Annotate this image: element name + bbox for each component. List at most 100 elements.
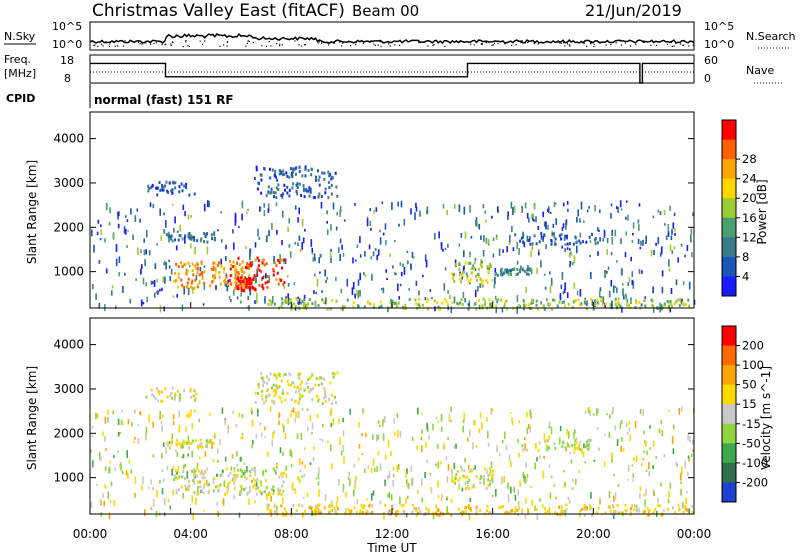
heatmap-cell bbox=[546, 448, 549, 452]
heatmap-cell bbox=[385, 269, 387, 273]
heatmap-cell bbox=[332, 375, 335, 379]
heatmap-cell bbox=[271, 439, 274, 447]
heatmap-cell bbox=[249, 254, 251, 261]
heatmap-cell bbox=[93, 244, 95, 253]
heatmap-cell bbox=[424, 472, 426, 479]
heatmap-cell bbox=[416, 445, 418, 450]
heatmap-cell bbox=[653, 249, 655, 256]
heatmap-cell bbox=[174, 238, 176, 242]
date-title: 21/Jun/2019 bbox=[585, 1, 682, 20]
heatmap-cell bbox=[363, 468, 366, 473]
heatmap-cell bbox=[286, 185, 289, 189]
heatmap-cell bbox=[580, 302, 583, 306]
heatmap-cell bbox=[503, 475, 505, 483]
heatmap-cell bbox=[315, 291, 317, 295]
heatmap-cell bbox=[171, 188, 174, 192]
heatmap-cell bbox=[564, 446, 566, 450]
heatmap-cell bbox=[539, 498, 541, 502]
heatmap-cell bbox=[254, 288, 257, 292]
heatmap-cell bbox=[323, 377, 326, 381]
heatmap-cell bbox=[261, 285, 264, 288]
heatmap-cell bbox=[612, 406, 614, 414]
colorbar-frame bbox=[721, 325, 737, 503]
heatmap-cell bbox=[675, 279, 678, 286]
heatmap-cell bbox=[389, 305, 392, 309]
heatmap-cell bbox=[187, 234, 190, 238]
heatmap-cell bbox=[663, 210, 666, 216]
heatmap-cell bbox=[244, 487, 247, 491]
heatmap-cell bbox=[248, 274, 251, 278]
heatmap-cell bbox=[225, 282, 227, 287]
heatmap-cell bbox=[232, 475, 235, 479]
heatmap-cell bbox=[622, 288, 624, 296]
heatmap-cell bbox=[190, 409, 192, 417]
heatmap-cell bbox=[318, 257, 320, 264]
heatmap-cell bbox=[610, 251, 613, 256]
nsearch-point bbox=[349, 41, 351, 43]
heatmap-cell bbox=[578, 470, 580, 474]
heatmap-cell bbox=[650, 249, 653, 257]
heatmap-cell bbox=[121, 421, 124, 425]
heatmap-cell bbox=[196, 492, 199, 496]
heatmap-cell bbox=[617, 297, 620, 301]
heatmap-cell bbox=[253, 274, 256, 278]
heatmap-cell bbox=[525, 272, 528, 276]
heatmap-cell bbox=[568, 431, 570, 439]
heatmap-cell bbox=[170, 268, 173, 275]
heatmap-cell bbox=[547, 208, 549, 212]
colorbar-segment bbox=[722, 237, 736, 258]
heatmap-cell bbox=[202, 472, 205, 476]
heatmap-cell bbox=[473, 467, 476, 471]
heatmap-cell bbox=[118, 272, 121, 277]
heatmap-cell bbox=[521, 508, 524, 512]
freq-tick-top: 18 bbox=[60, 54, 74, 67]
heatmap-cell bbox=[468, 478, 471, 482]
heatmap-cell bbox=[470, 267, 473, 271]
heatmap-cell bbox=[214, 261, 217, 265]
heatmap-cell bbox=[255, 492, 258, 496]
heatmap-cell bbox=[276, 463, 278, 467]
heatmap-cell bbox=[288, 217, 290, 224]
heatmap-cell bbox=[261, 261, 264, 265]
heatmap-cell bbox=[590, 271, 592, 279]
heatmap-cell bbox=[391, 504, 393, 508]
nsearch-point bbox=[188, 45, 190, 48]
heatmap-cell bbox=[573, 300, 576, 304]
heatmap-cell bbox=[397, 283, 399, 292]
heatmap-cell bbox=[303, 447, 306, 451]
heatmap-cell bbox=[320, 195, 323, 198]
heatmap-cell bbox=[208, 200, 210, 208]
heatmap-cell bbox=[340, 307, 343, 311]
heatmap-cell bbox=[461, 273, 464, 277]
heatmap-cell bbox=[642, 239, 644, 246]
heatmap-cell bbox=[505, 444, 508, 451]
heatmap-cell bbox=[161, 425, 163, 432]
heatmap-cell bbox=[498, 248, 501, 256]
nsearch-point bbox=[281, 44, 283, 46]
heatmap-cell bbox=[465, 510, 468, 514]
heatmap-cell bbox=[213, 477, 216, 480]
heatmap-cell bbox=[99, 452, 101, 460]
heatmap-cell bbox=[463, 412, 465, 421]
heatmap-cell bbox=[429, 472, 432, 476]
heatmap-cell bbox=[304, 228, 306, 232]
heatmap-cell bbox=[294, 390, 297, 394]
heatmap-cell bbox=[592, 413, 595, 416]
heatmap-cell bbox=[176, 438, 179, 442]
heatmap-cell bbox=[523, 437, 526, 440]
heatmap-cell bbox=[529, 425, 531, 433]
heatmap-cell bbox=[589, 506, 592, 510]
heatmap-cell bbox=[321, 402, 324, 406]
heatmap-cell bbox=[597, 506, 600, 510]
heatmap-cell bbox=[676, 463, 678, 467]
heatmap-cell bbox=[464, 297, 466, 303]
heatmap-cell bbox=[688, 304, 691, 308]
heatmap-cell bbox=[233, 468, 236, 473]
heatmap-cell bbox=[434, 232, 436, 240]
heatmap-cell bbox=[276, 178, 279, 182]
heatmap-cell bbox=[440, 413, 443, 422]
heatmap-cell bbox=[275, 278, 278, 282]
heatmap-cell bbox=[542, 211, 544, 218]
heatmap-cell bbox=[246, 466, 248, 473]
heatmap-cell bbox=[173, 473, 176, 477]
